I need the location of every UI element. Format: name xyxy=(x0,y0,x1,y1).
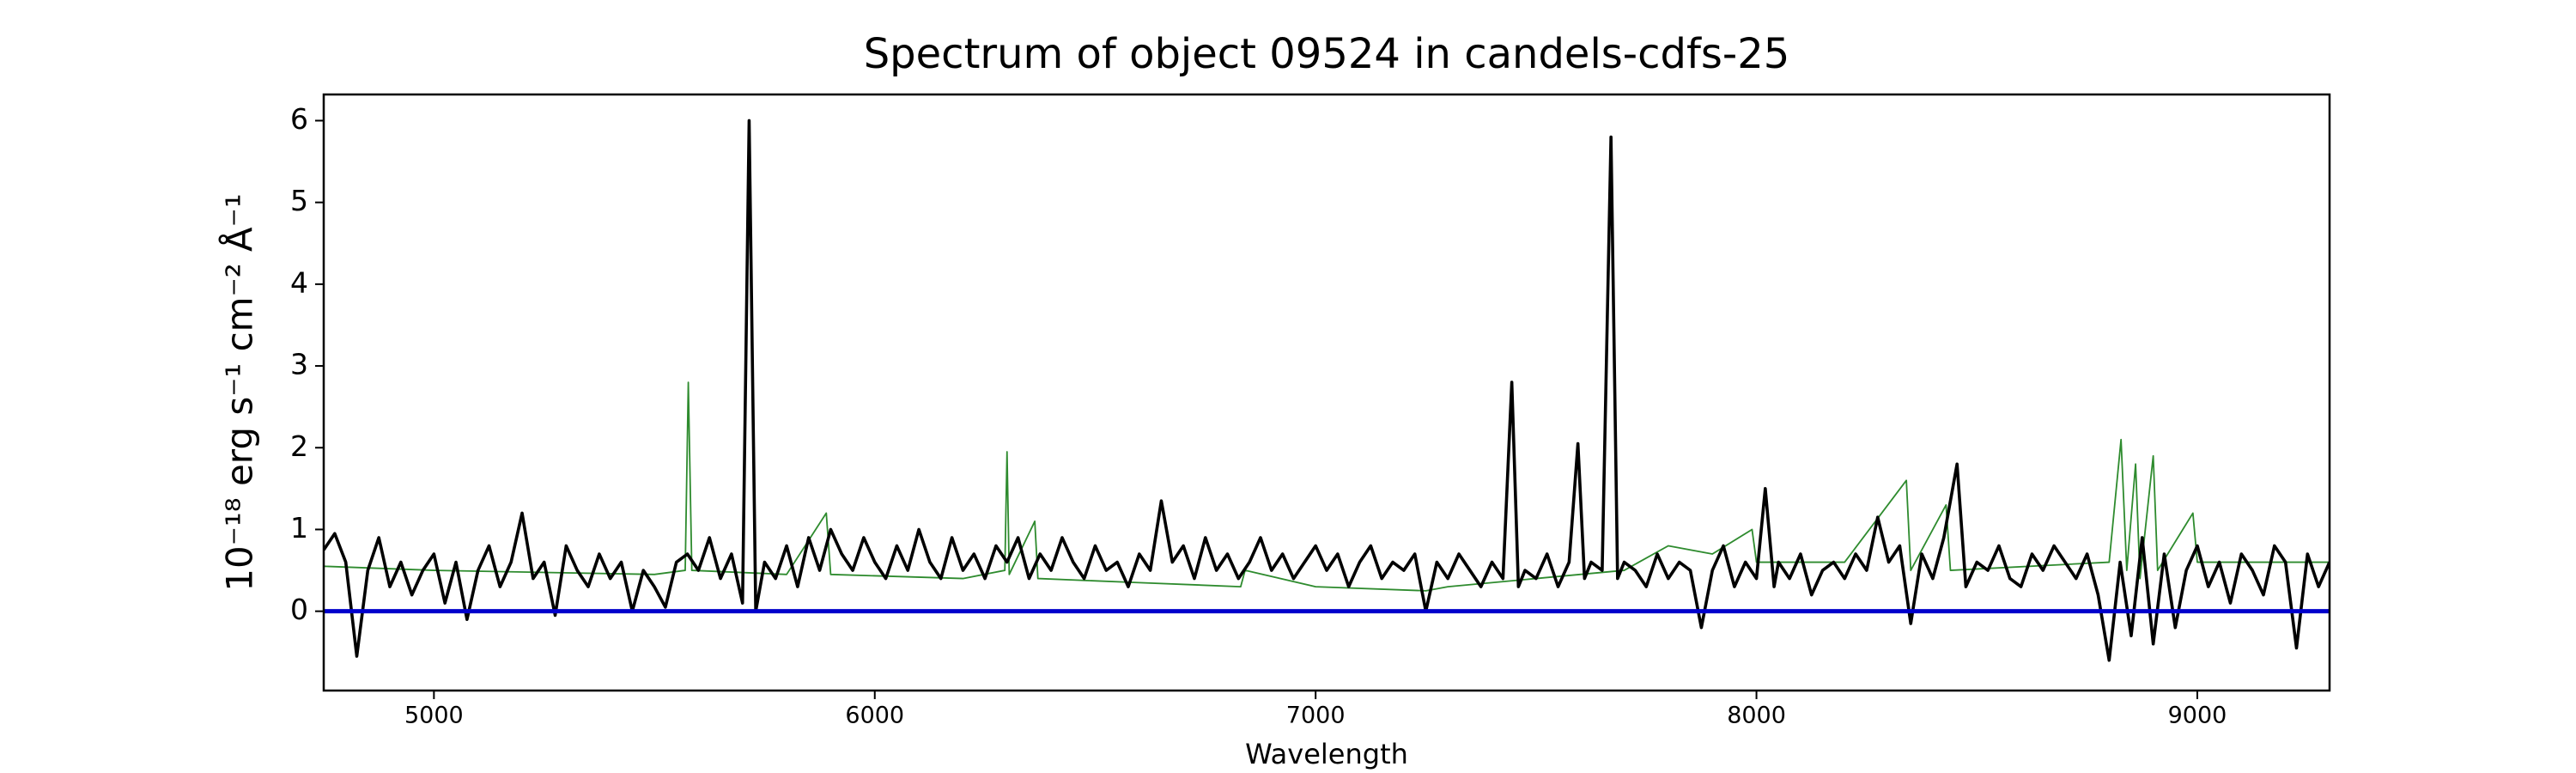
y-tick-label: 6 xyxy=(290,102,308,136)
y-tick-label: 0 xyxy=(290,593,308,626)
x-axis-label: Wavelength xyxy=(1245,738,1408,770)
spectrum-line xyxy=(324,381,2330,592)
x-tick-label: 9000 xyxy=(2168,703,2227,729)
plot-area xyxy=(324,119,2330,662)
y-tick-label: 5 xyxy=(290,184,308,217)
chart-title: Spectrum of object 09524 in candels-cdfs… xyxy=(864,30,1790,78)
y-tick-label: 4 xyxy=(290,265,308,299)
x-tick-label: 6000 xyxy=(845,703,904,729)
y-tick-label: 3 xyxy=(290,348,308,381)
x-tick-label: 7000 xyxy=(1286,703,1346,729)
x-tick-label: 5000 xyxy=(404,703,464,729)
spectrum-line xyxy=(324,119,2330,662)
y-tick-label: 2 xyxy=(290,429,308,463)
y-tick-label: 1 xyxy=(290,511,308,545)
x-tick-label: 8000 xyxy=(1727,703,1786,729)
y-axis-label: 10⁻¹⁸ erg s⁻¹ cm⁻² Å⁻¹ xyxy=(218,193,261,591)
axes-frame xyxy=(322,93,2331,692)
